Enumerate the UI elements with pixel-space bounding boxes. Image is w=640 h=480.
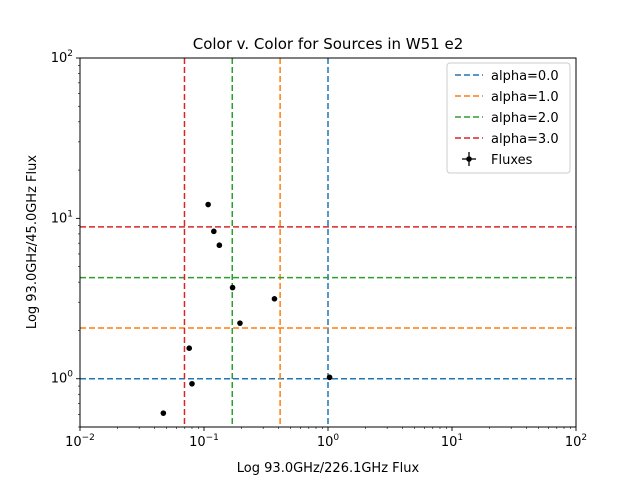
legend-label-0: alpha=0.0: [491, 69, 559, 84]
legend-label-2: alpha=2.0: [491, 111, 559, 126]
y-tick-label-exponent: 1: [67, 209, 73, 219]
x-tick-label-base: 10: [441, 435, 458, 450]
x-axis-label: Log 93.0GHz/226.1GHz Flux: [237, 461, 420, 476]
data-point-0-9: [326, 374, 333, 381]
data-point-0-4: [229, 284, 236, 291]
y-tick-label-exponent: 2: [67, 49, 73, 59]
y-tick-label: 100: [51, 370, 74, 387]
legend-label-3: alpha=3.0: [491, 132, 559, 147]
x-tick-label-exponent: 2: [581, 433, 587, 443]
data-point-0-3: [237, 320, 243, 326]
data-point-0-0: [160, 410, 167, 416]
y-tick-label-base: 10: [51, 372, 68, 387]
y-tick-label-exponent: 0: [67, 370, 73, 380]
chart-title: Color v. Color for Sources in W51 e2: [193, 35, 464, 53]
data-point-0-1: [189, 380, 195, 387]
data-point-0-6: [216, 242, 223, 249]
data-point-0-7: [211, 228, 217, 235]
legend: alpha=0.0 alpha=1.0 alpha=2.0 alpha=3.0 Flux…: [446, 62, 571, 174]
legend-label-1: alpha=1.0: [491, 90, 559, 105]
x-tick-label-base: 10: [65, 435, 82, 450]
y-tick-label-base: 10: [51, 51, 68, 66]
y-tick-label-base: 10: [51, 211, 68, 226]
legend-box: [446, 62, 571, 174]
axes-frame: [79, 57, 577, 428]
x-tick-label-base: 10: [565, 435, 582, 450]
data-point-0-2: [186, 345, 193, 352]
reference-lines: [80, 58, 576, 427]
x-tick-label-exponent: 1: [457, 433, 463, 443]
y-axis-label: Log 93.0GHz/45.0GHz Flux: [25, 155, 40, 329]
data-point-0-8: [205, 201, 211, 208]
data-points: [160, 201, 333, 416]
x-tick-label: 10−2: [65, 433, 95, 450]
x-tick-label: 100: [317, 433, 340, 450]
x-tick-label: 10−1: [189, 433, 219, 450]
x-tick-label: 101: [441, 433, 463, 450]
y-tick-label: 101: [51, 209, 73, 226]
data-point-0-5: [271, 296, 278, 302]
x-tick-label-exponent: 0: [333, 433, 339, 443]
x-tick-label-exponent: −1: [206, 433, 219, 443]
x-tick-label-base: 10: [317, 435, 334, 450]
legend-marker: [466, 156, 472, 162]
x-tick-label: 102: [565, 433, 587, 450]
x-tick-label-base: 10: [189, 435, 206, 450]
y-tick-label: 102: [51, 49, 73, 66]
legend-label-series-0: Fluxes: [491, 153, 533, 168]
x-tick-label-exponent: −2: [82, 433, 95, 443]
